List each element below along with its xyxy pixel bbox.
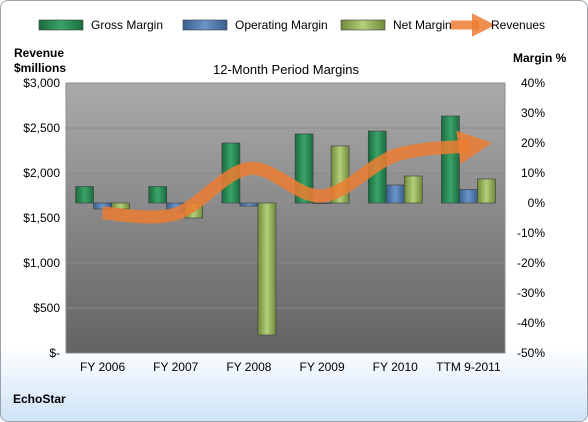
left-tick-label: $2,500: [23, 121, 60, 135]
category-label: FY 2010: [373, 360, 418, 374]
legend-label-net-margin: Net Margin: [393, 18, 452, 32]
bar-gross-margin: [75, 186, 94, 204]
right-tick-label: 40%: [521, 76, 545, 90]
legend-label-gross-margin: Gross Margin: [91, 18, 163, 32]
right-axis-ticks: -50% -40% -30% -20% -10% 0% 10% 20% 30% 40%: [517, 76, 545, 360]
category-axis-ticks: FY 2006 FY 2007 FY 2008 FY 2009 FY 2010 TTM 9…: [80, 360, 501, 374]
right-tick-label: 20%: [521, 136, 545, 150]
left-axis-ticks: $- $500 $1,000 $1,500 $2,000 $2,500 $3,000: [23, 76, 60, 360]
left-axis-title-line2: $millions: [14, 61, 66, 75]
legend-label-revenues: Revenues: [491, 18, 545, 32]
right-tick-label: -50%: [517, 346, 545, 360]
category-label: TTM 9-2011: [436, 360, 501, 374]
left-tick-label: $1,500: [23, 211, 60, 225]
legend: Gross Margin Operating Margin Net Margin Re…: [38, 13, 545, 37]
legend-swatch-gross-margin: [38, 19, 84, 31]
right-tick-label: -30%: [517, 286, 545, 300]
left-axis-title-line1: Revenue: [14, 46, 64, 60]
category-label: FY 2008: [226, 360, 271, 374]
category-label: FY 2009: [300, 360, 345, 374]
right-axis-title: Margin %: [513, 51, 567, 65]
legend-label-operating-margin: Operating Margin: [235, 18, 328, 32]
legend-swatch-net-margin: [340, 19, 386, 31]
category-label: FY 2007: [153, 360, 198, 374]
left-tick-label: $2,000: [23, 166, 60, 180]
bar-net-margin: [403, 175, 423, 204]
right-tick-label: 0%: [528, 196, 546, 210]
category-label: FY 2006: [80, 360, 125, 374]
right-tick-label: -10%: [517, 226, 545, 240]
right-tick-label: 10%: [521, 166, 545, 180]
left-tick-label: $500: [33, 301, 60, 315]
left-tick-label: $3,000: [23, 76, 60, 90]
right-tick-label: -20%: [517, 256, 545, 270]
bar-operating-margin: [459, 189, 478, 204]
chart-title: 12-Month Period Margins: [213, 62, 359, 77]
legend-swatch-operating-margin: [182, 19, 228, 31]
revenue-line: [102, 130, 492, 224]
bar-operating-margin: [312, 202, 332, 204]
bar-operating-margin: [239, 202, 259, 207]
bar-net-margin: [257, 202, 277, 336]
company-name: EchoStar: [13, 392, 66, 406]
bar-gross-margin: [441, 115, 460, 204]
bar-gross-margin: [148, 186, 168, 204]
bar-net-margin: [477, 178, 496, 204]
right-tick-label: -40%: [517, 316, 545, 330]
right-tick-label: 30%: [521, 106, 545, 120]
revenue-line-path: [102, 130, 492, 224]
left-tick-label: $1,000: [23, 256, 60, 270]
left-tick-label: $-: [49, 346, 60, 360]
bar-operating-margin: [385, 184, 405, 204]
